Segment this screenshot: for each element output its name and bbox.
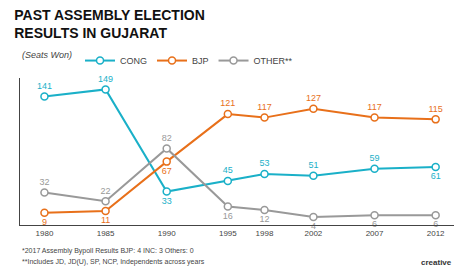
svg-text:127: 127 <box>306 93 321 103</box>
svg-text:2007: 2007 <box>366 229 384 238</box>
svg-text:9: 9 <box>42 217 47 227</box>
svg-text:82: 82 <box>162 133 172 143</box>
svg-text:1980: 1980 <box>36 229 54 238</box>
svg-text:1985: 1985 <box>97 229 115 238</box>
svg-text:*2017 Assembly Bypoll Results: *2017 Assembly Bypoll Results BJP: 4 INC… <box>22 247 194 255</box>
svg-text:creative: creative <box>421 258 452 267</box>
svg-text:1990: 1990 <box>158 229 176 238</box>
svg-text:BJP: BJP <box>192 56 209 66</box>
svg-text:51: 51 <box>308 160 318 170</box>
svg-text:PAST ASSEMBLY ELECTIONRESULTS: PAST ASSEMBLY ELECTIONRESULTS IN GUJARAT <box>14 7 205 41</box>
svg-text:11: 11 <box>101 215 110 225</box>
svg-text:115: 115 <box>428 104 442 114</box>
svg-text:59: 59 <box>370 153 380 163</box>
svg-text:117: 117 <box>367 102 381 112</box>
svg-text:16: 16 <box>223 211 233 221</box>
svg-text:22: 22 <box>101 186 111 196</box>
svg-text:4: 4 <box>311 221 316 231</box>
svg-text:OTHER**: OTHER** <box>254 56 293 66</box>
svg-text:1995: 1995 <box>219 229 237 238</box>
svg-text:1998: 1998 <box>256 229 274 238</box>
svg-text:2012: 2012 <box>427 229 445 238</box>
svg-text:45: 45 <box>223 165 233 175</box>
svg-text:33: 33 <box>162 196 172 206</box>
svg-text:53: 53 <box>260 158 270 168</box>
svg-text:67: 67 <box>162 166 172 176</box>
svg-text:(Seats Won): (Seats Won) <box>22 50 72 60</box>
svg-text:6: 6 <box>372 219 377 229</box>
svg-text:12: 12 <box>260 214 270 224</box>
svg-text:2002: 2002 <box>305 229 323 238</box>
svg-text:**Includes JD, JD(U), SP, NCP,: **Includes JD, JD(U), SP, NCP, Independe… <box>22 258 205 266</box>
svg-text:CONG: CONG <box>120 56 147 66</box>
svg-text:149: 149 <box>98 74 113 84</box>
svg-text:6: 6 <box>433 219 438 229</box>
svg-text:61: 61 <box>431 171 441 181</box>
svg-text:141: 141 <box>37 81 52 91</box>
svg-text:121: 121 <box>220 98 235 108</box>
svg-text:117: 117 <box>257 102 271 112</box>
svg-text:32: 32 <box>39 177 49 187</box>
